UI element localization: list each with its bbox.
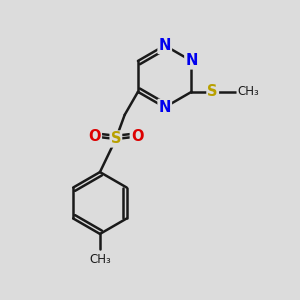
Text: O: O [131, 129, 143, 144]
Text: S: S [207, 84, 218, 99]
Text: CH₃: CH₃ [237, 85, 259, 98]
Text: S: S [111, 131, 121, 146]
Text: N: N [185, 53, 198, 68]
Text: CH₃: CH₃ [89, 253, 111, 266]
Text: N: N [158, 38, 171, 53]
Text: N: N [158, 100, 171, 115]
Text: O: O [88, 129, 101, 144]
